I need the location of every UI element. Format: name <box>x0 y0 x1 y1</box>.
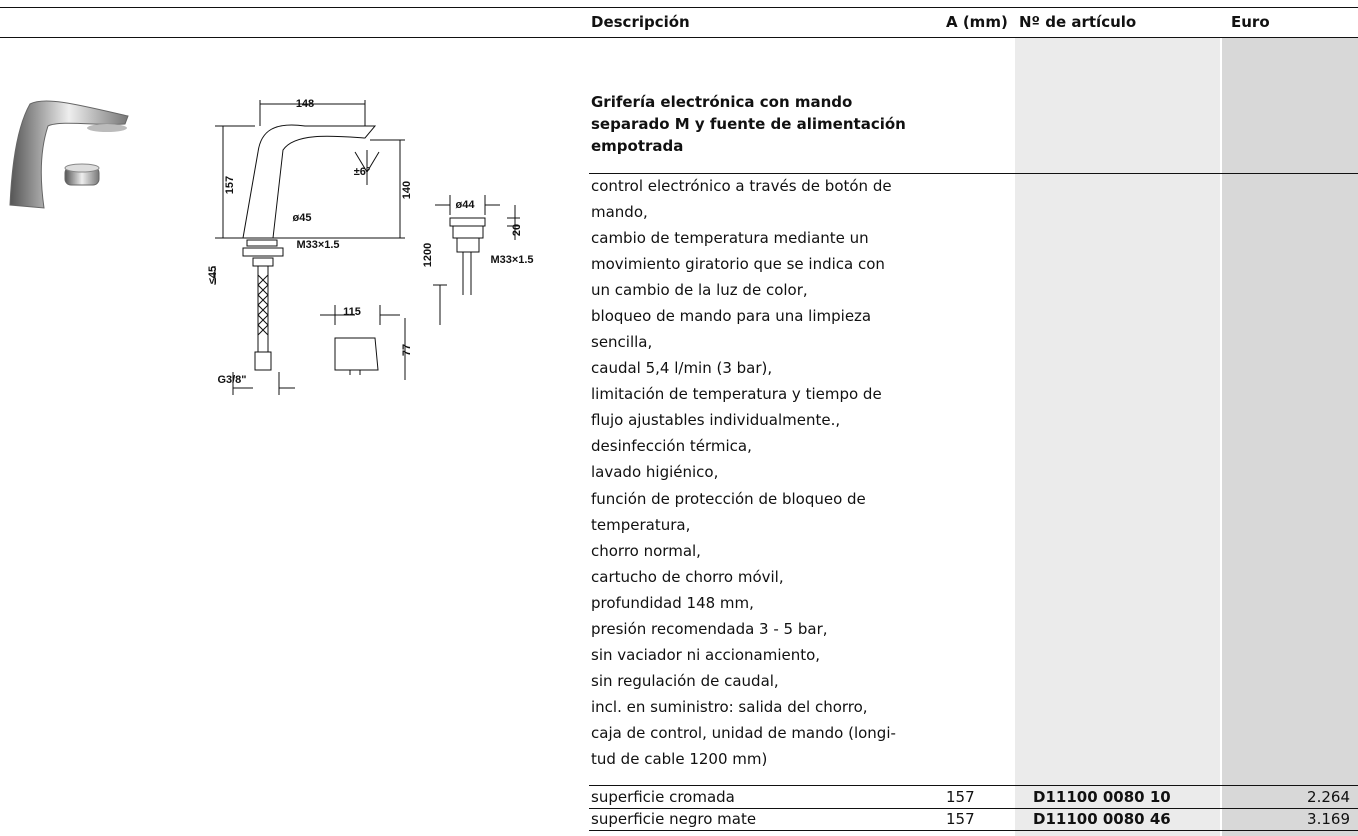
description-line: movimiento giratorio que se indica con <box>591 255 885 274</box>
description-line: desinfección térmica, <box>591 437 752 456</box>
product-title: Grifería electrónica con mando <box>591 93 853 111</box>
description-line: sin regulación de caudal, <box>591 671 779 690</box>
product-photo <box>9 100 129 209</box>
column-header: Descripción <box>591 13 690 31</box>
dimension-label: M33×1.5 <box>490 254 533 266</box>
description-line: cambio de temperatura mediante un <box>591 229 869 248</box>
article-number: D11100 0080 10 <box>1033 788 1171 806</box>
description-line: caudal 5,4 l/min (3 bar), <box>591 359 773 378</box>
column-header: Euro <box>1231 13 1270 31</box>
height-mm: 157 <box>946 810 975 828</box>
rule <box>0 7 1358 8</box>
description-line: mando, <box>591 203 648 222</box>
product-title: separado M y fuente de alimentación <box>591 115 906 133</box>
column-shade <box>1222 38 1358 836</box>
dimension-label: 1200 <box>422 243 434 267</box>
height-mm: 157 <box>946 788 975 806</box>
dimension-label: G3/8" <box>217 374 246 386</box>
rule <box>589 173 1358 174</box>
column-shade <box>1015 38 1220 836</box>
rule <box>589 808 1358 809</box>
description-line: sencilla, <box>591 333 653 352</box>
rule <box>589 830 1358 831</box>
dimension-label: ø45 <box>293 212 312 224</box>
dimension-label: M33×1.5 <box>296 239 339 251</box>
description-line: un cambio de la luz de color, <box>591 281 808 300</box>
description-line: cartucho de chorro móvil, <box>591 567 784 586</box>
article-number: D11100 0080 46 <box>1033 810 1171 828</box>
description-line: chorro normal, <box>591 541 701 560</box>
description-line: bloqueo de mando para una limpieza <box>591 307 872 326</box>
dimension-label: ≤45 <box>207 266 219 284</box>
dimension-label: ø44 <box>456 199 476 211</box>
finish: superficie negro mate <box>591 810 757 828</box>
dimension-label: 148 <box>296 98 314 110</box>
description-line: temperatura, <box>591 515 691 534</box>
description-line: flujo ajustables individualmente., <box>591 411 841 430</box>
dimension-label: 140 <box>401 181 413 199</box>
dimension-label: 157 <box>224 176 236 194</box>
description-line: presión recomendada 3 - 5 bar, <box>591 619 828 638</box>
description-line: limitación de temperatura y tiempo de <box>591 385 882 404</box>
column-header: A (mm) <box>946 13 1008 31</box>
column-header: Nº de artículo <box>1019 13 1137 31</box>
technical-drawing: 148 ±6° 157 140 ø45 M33×1.5 ≤45 G3/8" ø44 20 1200 M… <box>207 98 534 395</box>
description-line: control electrónico a través de botón de <box>591 177 892 195</box>
description-line: profundidad 148 mm, <box>591 593 754 612</box>
description-line: tud de cable 1200 mm) <box>591 749 768 768</box>
description-line: sin vaciador ni accionamiento, <box>591 645 821 664</box>
rule <box>589 785 1358 786</box>
description-line: lavado higiénico, <box>591 463 719 482</box>
description-line: incl. en suministro: salida del chorro, <box>591 697 868 716</box>
finish: superficie cromada <box>591 788 735 806</box>
dimension-label: 115 <box>343 306 361 318</box>
dimension-label: 20 <box>511 224 523 236</box>
price: 2.264 <box>1307 788 1350 806</box>
dimension-label: 77 <box>401 344 413 356</box>
dimension-label: ±6° <box>354 166 371 178</box>
description-line: caja de control, unidad de mando (longi- <box>591 723 896 742</box>
product-title: empotrada <box>591 137 684 155</box>
description-line: función de protección de bloqueo de <box>591 489 866 508</box>
rule <box>0 37 1358 38</box>
price: 3.169 <box>1307 810 1350 828</box>
